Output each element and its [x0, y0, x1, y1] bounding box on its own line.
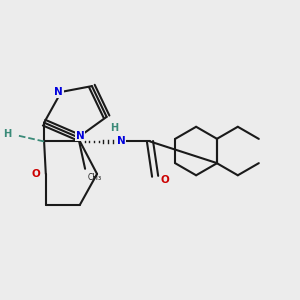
Text: O: O [160, 175, 169, 185]
Text: N: N [76, 131, 84, 141]
Text: H: H [3, 129, 11, 139]
Text: CH₃: CH₃ [88, 173, 102, 182]
Text: H: H [110, 124, 118, 134]
Text: N: N [54, 87, 63, 97]
Text: O: O [32, 169, 40, 179]
Text: N: N [117, 136, 125, 146]
